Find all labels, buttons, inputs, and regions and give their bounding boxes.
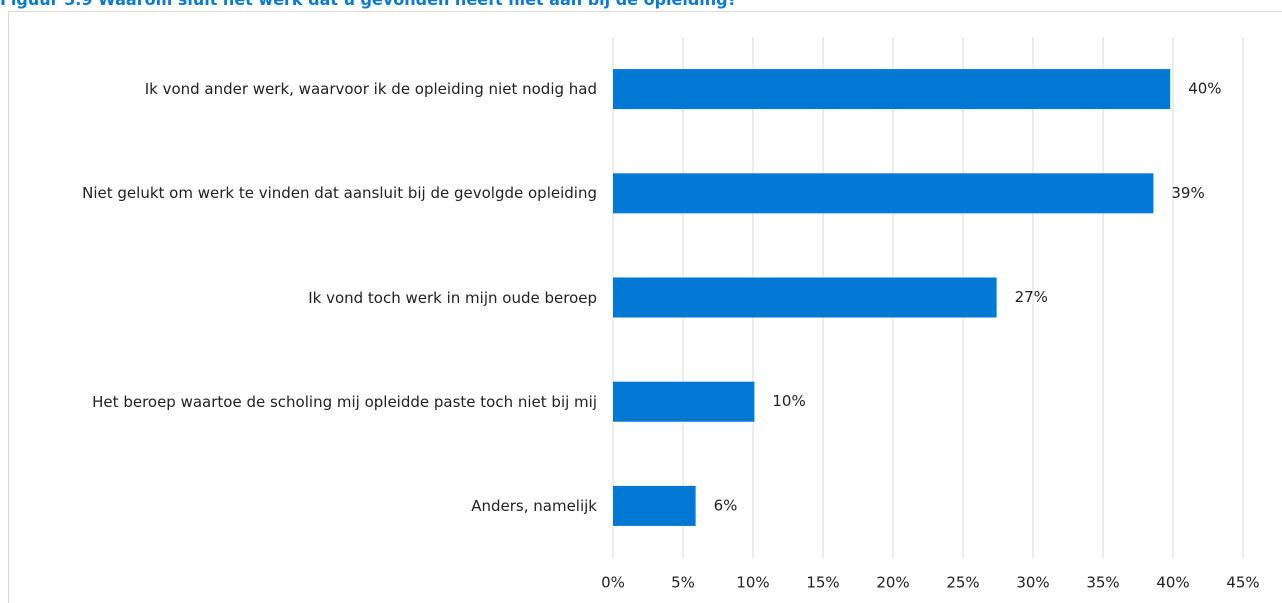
x-tick-label: 20%	[876, 574, 909, 592]
value-label: 40%	[1188, 80, 1221, 98]
value-label: 6%	[714, 496, 738, 514]
x-tick-label: 0%	[601, 574, 625, 592]
x-tick-label: 10%	[736, 574, 769, 592]
bar	[613, 381, 755, 422]
bar	[613, 69, 1171, 110]
value-label: 27%	[1015, 288, 1048, 306]
y-tick-label: Anders, namelijk	[471, 496, 597, 515]
x-tick-label: 5%	[671, 574, 695, 592]
bar	[613, 485, 696, 526]
chart-frame	[8, 11, 1282, 603]
x-tick-label: 45%	[1226, 574, 1259, 592]
y-tick-label: Ik vond toch werk in mijn oude beroep	[308, 288, 597, 307]
y-tick-label: Niet gelukt om werk te vinden dat aanslu…	[82, 184, 597, 203]
y-tick-label: Ik vond ander werk, waarvoor ik de oplei…	[144, 80, 597, 99]
chart-title: Figuur 5.9 Waarom sluit het werk dat u g…	[0, 0, 737, 9]
bar	[613, 277, 997, 318]
x-tick-label: 35%	[1086, 574, 1119, 592]
x-tick-label: 15%	[806, 574, 839, 592]
value-label: 39%	[1171, 184, 1204, 202]
x-tick-label: 30%	[1016, 574, 1049, 592]
y-tick-label: Het beroep waartoe de scholing mij oplei…	[92, 392, 597, 411]
bar	[613, 173, 1154, 214]
x-tick-label: 40%	[1156, 574, 1189, 592]
value-label: 10%	[772, 392, 805, 410]
x-tick-label: 25%	[946, 574, 979, 592]
